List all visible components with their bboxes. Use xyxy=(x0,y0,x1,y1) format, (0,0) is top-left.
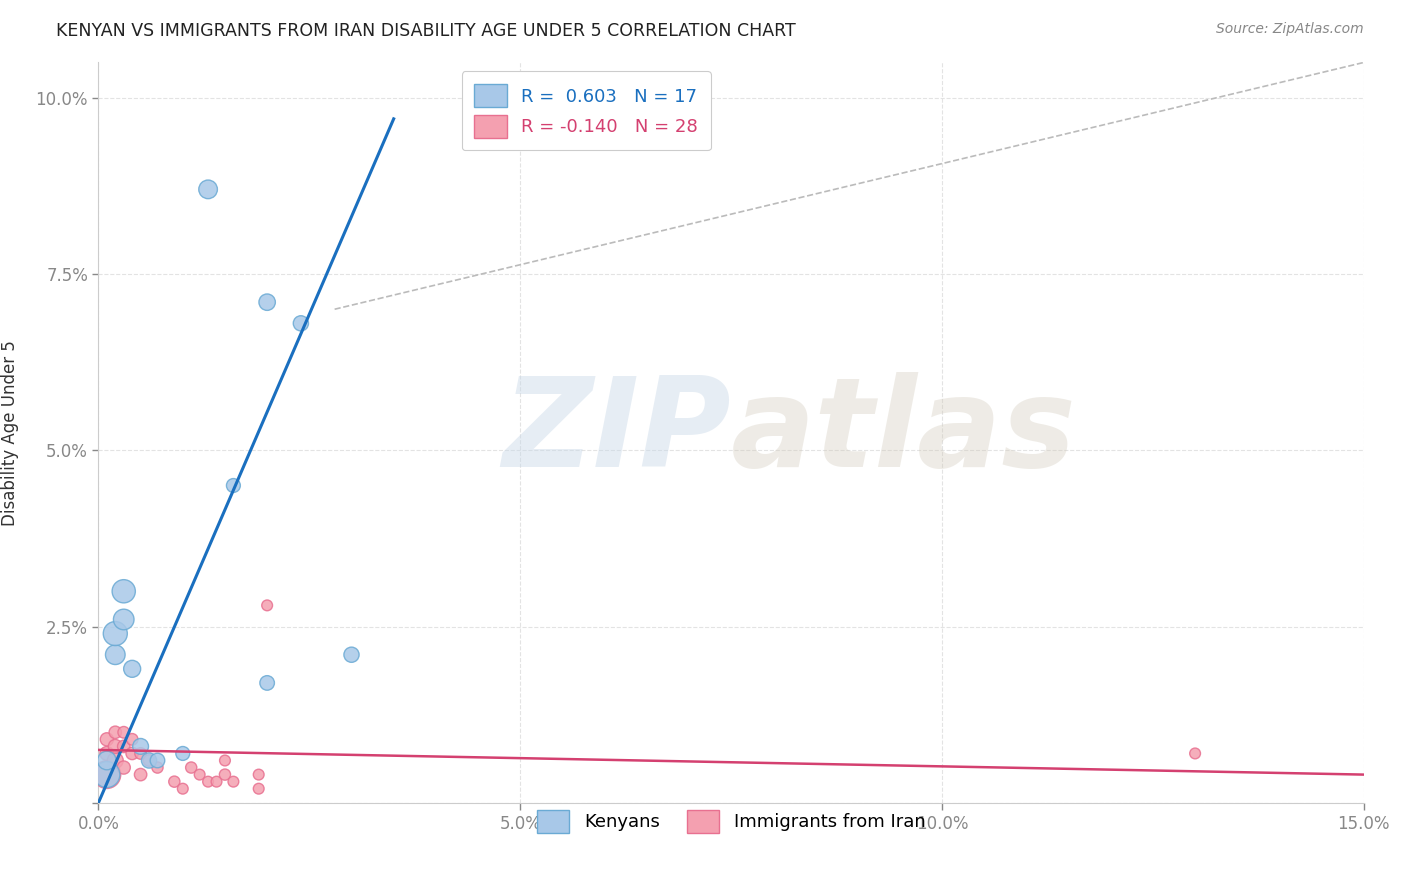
Legend: Kenyans, Immigrants from Iran: Kenyans, Immigrants from Iran xyxy=(524,797,938,846)
Text: Source: ZipAtlas.com: Source: ZipAtlas.com xyxy=(1216,22,1364,37)
Point xyxy=(129,739,152,754)
Point xyxy=(256,599,278,613)
Point xyxy=(197,182,219,196)
Point xyxy=(180,760,202,774)
Y-axis label: Disability Age Under 5: Disability Age Under 5 xyxy=(1,340,18,525)
Point xyxy=(247,767,270,781)
Point xyxy=(222,478,245,492)
Point xyxy=(104,725,127,739)
Point xyxy=(112,612,135,626)
Point xyxy=(256,676,278,690)
Point xyxy=(146,760,169,774)
Point xyxy=(104,754,127,768)
Point xyxy=(138,754,160,768)
Point xyxy=(214,767,236,781)
Point xyxy=(188,767,211,781)
Text: ZIP: ZIP xyxy=(502,372,731,493)
Text: KENYAN VS IMMIGRANTS FROM IRAN DISABILITY AGE UNDER 5 CORRELATION CHART: KENYAN VS IMMIGRANTS FROM IRAN DISABILIT… xyxy=(56,22,796,40)
Point xyxy=(129,747,152,761)
Point xyxy=(172,747,194,761)
Point xyxy=(340,648,363,662)
Point xyxy=(121,747,143,761)
Point xyxy=(256,295,278,310)
Point xyxy=(96,767,118,781)
Point xyxy=(222,774,245,789)
Point xyxy=(205,774,228,789)
Point xyxy=(197,774,219,789)
Point xyxy=(214,754,236,768)
Point xyxy=(121,662,143,676)
Point xyxy=(112,584,135,599)
Point xyxy=(112,739,135,754)
Point xyxy=(112,760,135,774)
Point xyxy=(247,781,270,796)
Point xyxy=(138,754,160,768)
Point xyxy=(290,316,312,330)
Point xyxy=(121,732,143,747)
Point xyxy=(96,754,118,768)
Point xyxy=(1184,747,1206,761)
Point xyxy=(104,626,127,640)
Point xyxy=(96,767,118,781)
Point xyxy=(146,754,169,768)
Text: atlas: atlas xyxy=(731,372,1077,493)
Point xyxy=(96,732,118,747)
Point xyxy=(129,767,152,781)
Point xyxy=(104,739,127,754)
Point xyxy=(172,781,194,796)
Point xyxy=(112,725,135,739)
Point xyxy=(163,774,186,789)
Point xyxy=(104,648,127,662)
Point xyxy=(96,747,118,761)
